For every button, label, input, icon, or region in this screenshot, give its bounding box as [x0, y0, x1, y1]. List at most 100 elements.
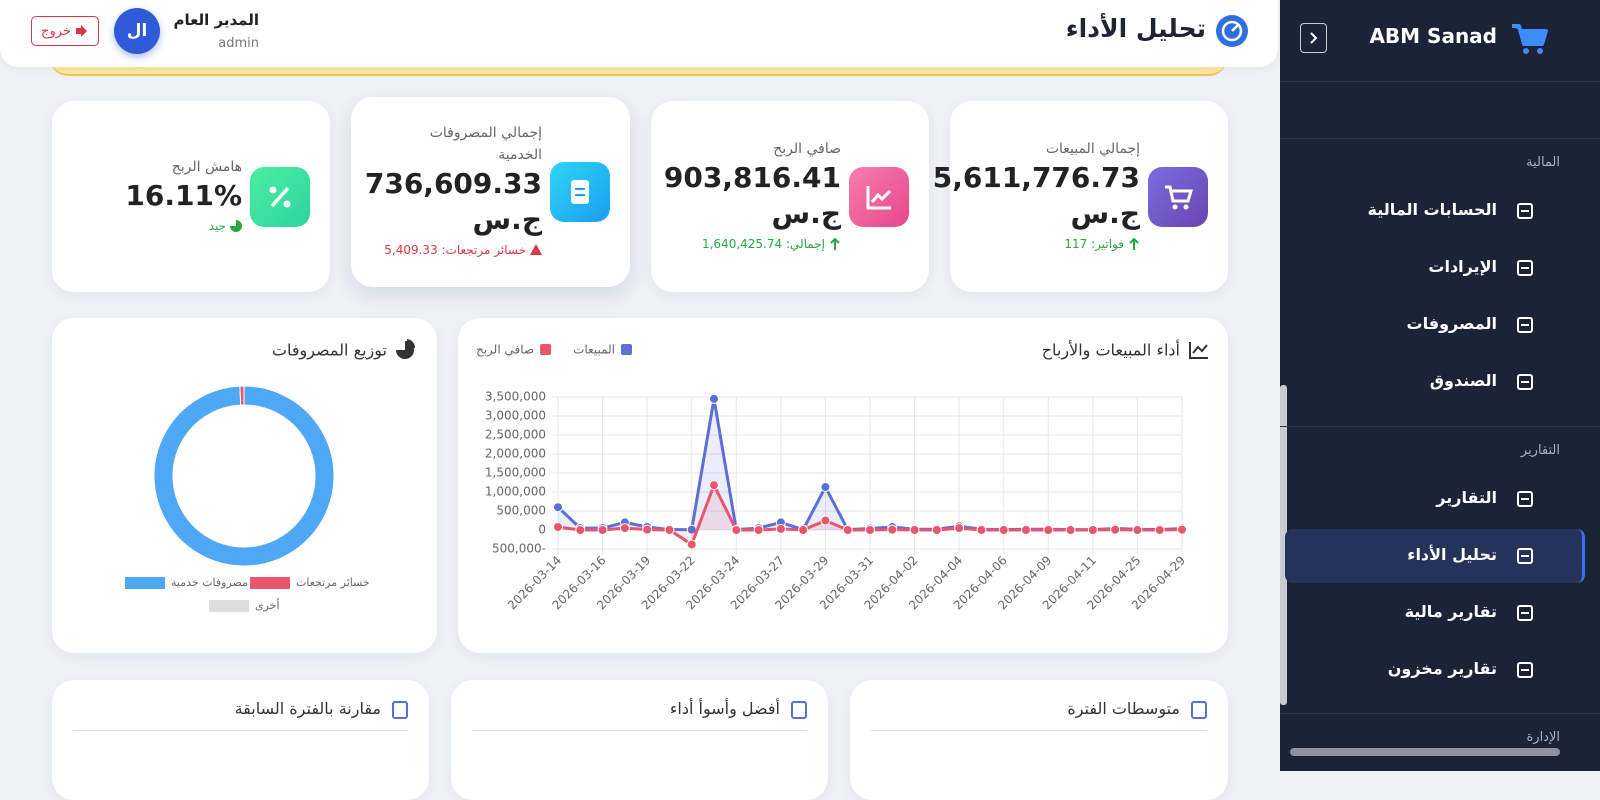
- stat-label: صافي الربح: [773, 140, 841, 157]
- icon-shape: [1517, 203, 1533, 219]
- series-point: [1087, 525, 1098, 535]
- menu-icon: [1517, 203, 1533, 219]
- series-point: [842, 525, 853, 535]
- stat-glyph: [866, 185, 892, 209]
- stat-value: 903,816.41: [663, 160, 841, 194]
- chart-title-icon: [396, 339, 416, 359]
- glyph: [530, 244, 542, 255]
- series-point: [798, 525, 809, 535]
- legend-label: مصروفات خدمية: [171, 576, 248, 589]
- stat-note-text: إجمالي: 1,640,425.74: [701, 236, 825, 251]
- stat-note-text: خسائر مرتجعات: 5,409.33: [384, 243, 526, 257]
- menu-icon: [1517, 662, 1533, 678]
- bottom-card-title: أفضل وأسوأ أداء: [669, 699, 780, 718]
- divider: [1280, 81, 1600, 82]
- stat-icon: [1148, 166, 1208, 227]
- doughnut-slice: [239, 385, 245, 406]
- series-point: [686, 539, 697, 550]
- menu-item-label: الإيرادات: [1428, 257, 1497, 276]
- series-point: [998, 525, 1009, 535]
- menu-section-title: التقارير: [1520, 443, 1560, 458]
- stat-note: خسائر مرتجعات: 5,409.33: [384, 238, 542, 262]
- series-point: [597, 525, 608, 535]
- series-point: [1132, 525, 1143, 535]
- stat-card: إجمالي المصروفات الخدمية 736,609.33 ج.س خسا…: [351, 97, 630, 287]
- stat-unit: ج.س: [1070, 196, 1140, 230]
- user-name: المدير العام: [173, 11, 259, 29]
- stat-unit: ج.س: [771, 196, 841, 230]
- series-point: [865, 525, 875, 535]
- stat-glyph: [571, 180, 589, 204]
- legend-swatch: [621, 344, 632, 355]
- stat-icon: [250, 166, 310, 227]
- bottom-card-title: مقارنة بالفترة السابقة: [234, 699, 381, 718]
- y-tick-label: 3,000,000: [485, 409, 546, 423]
- series-point: [887, 524, 898, 535]
- doughnut-card: [52, 318, 437, 653]
- bottom-card-icon: [1191, 701, 1207, 719]
- y-tick-label: 3,500,000: [485, 390, 546, 404]
- sidebar-toggle[interactable]: [1300, 23, 1327, 53]
- stat-label: هامش الربح: [171, 158, 242, 175]
- sidebar: ABM Sanad المالية الحسابات المالية الإيراد…: [1280, 0, 1600, 771]
- menu-item-label: المصروفات: [1406, 314, 1497, 333]
- series-point: [1110, 524, 1121, 535]
- logout-label: خروج: [41, 23, 71, 39]
- series-point: [1177, 524, 1187, 535]
- stat-card: هامش الربح 16.11% جيد: [52, 101, 330, 292]
- menu-item-label: الحسابات المالية: [1367, 200, 1497, 219]
- series-point: [709, 393, 719, 404]
- legend-label: المبيعات: [573, 343, 615, 357]
- note-icon: [530, 244, 542, 255]
- bottom-card-title: متوسطات الفترة: [1067, 699, 1180, 718]
- stat-value: 736,609.33: [364, 167, 542, 200]
- glyph: [1129, 237, 1139, 250]
- divider: [1280, 138, 1600, 139]
- charts: أداء المبيعات والأرباح المبيعات صافي الربح…: [125, 339, 1208, 612]
- series-point: [553, 502, 563, 513]
- series-point: [820, 482, 831, 493]
- menu-section-title: المالية: [1526, 155, 1560, 170]
- divider: [1280, 713, 1600, 714]
- menu-item-label: التقارير: [1436, 488, 1497, 507]
- stat-note-text: فواتير: 117: [1064, 236, 1124, 251]
- stat-note: جيد: [209, 214, 242, 238]
- series-point: [954, 523, 965, 534]
- chart-title: توزيع المصروفات: [272, 341, 387, 361]
- menu-item[interactable]: [1285, 472, 1585, 526]
- y-tick-label: 1,000,000: [485, 485, 546, 499]
- stat-value: 5,611,776.73: [932, 160, 1140, 194]
- logout-icon: [75, 25, 87, 37]
- bottom-card-rule: [871, 730, 1207, 731]
- chart-title: أداء المبيعات والأرباح: [1042, 340, 1180, 361]
- toggle-icon: [1310, 32, 1318, 44]
- y-tick-label: 500,000: [496, 504, 546, 518]
- y-tick-label: 0: [538, 523, 546, 537]
- legend-label: صافي الربح: [476, 343, 534, 358]
- series-point: [575, 525, 586, 535]
- series-point: [642, 524, 653, 535]
- menu-item[interactable]: [1285, 529, 1585, 583]
- series-point: [1065, 525, 1076, 535]
- stat-icon: [550, 162, 610, 222]
- legend-label: خسائر مرتجعات: [296, 576, 370, 589]
- series-point: [553, 521, 563, 532]
- stat-glyph: [269, 186, 291, 207]
- stat-content: إجمالي المبيعات 5,611,776.73 ج.س فواتير: 11…: [933, 101, 1140, 292]
- menu-icon: [1517, 374, 1533, 390]
- stat-content: هامش الربح 16.11% جيد: [125, 101, 242, 292]
- chart-title-icon: [1189, 342, 1208, 359]
- series-area: [558, 398, 1182, 530]
- stat-note: فواتير: 117: [1064, 232, 1140, 256]
- series-point: [619, 523, 630, 534]
- legend-swatch: [125, 577, 165, 589]
- series-area: [558, 485, 1182, 545]
- scrollbar-thumb: [1280, 385, 1287, 705]
- bottom-card-rule: [472, 730, 807, 731]
- note-icon: [230, 219, 242, 232]
- glyph: [270, 186, 290, 207]
- stat-card: إجمالي المبيعات 5,611,776.73 ج.س فواتير: 11…: [933, 101, 1228, 292]
- stat-note-text: جيد: [208, 218, 226, 233]
- logout-button[interactable]: خروج: [31, 16, 99, 46]
